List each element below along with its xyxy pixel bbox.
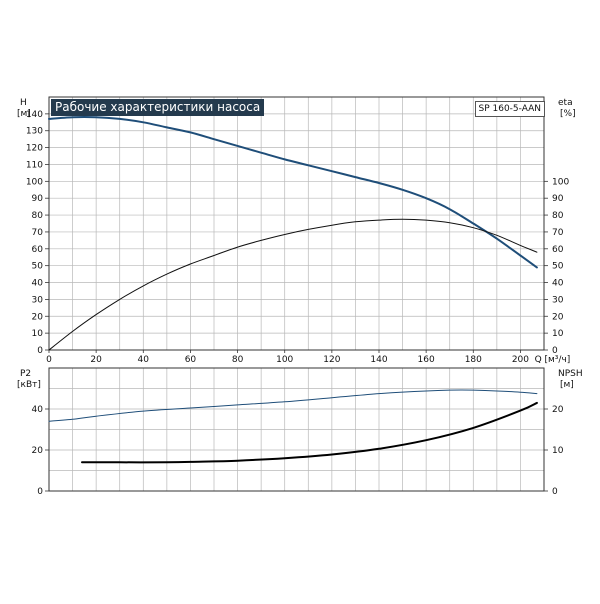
- right-tick-label: 10: [552, 446, 564, 456]
- right-tick-label: 0: [552, 487, 558, 497]
- left-tick-label: 140: [26, 110, 43, 120]
- right-tick-label: 70: [552, 228, 564, 238]
- right-axis-unit: [м]: [560, 380, 574, 390]
- x-tick-label: 180: [465, 355, 482, 365]
- right-tick-label: 10: [552, 329, 564, 339]
- right-tick-label: 60: [552, 245, 564, 255]
- right-axis-label: NPSH: [558, 369, 583, 379]
- x-tick-label: 20: [90, 355, 102, 365]
- series-line-panel2-2: [81, 401, 538, 464]
- chart-title: Рабочие характеристики насоса: [51, 99, 265, 116]
- series-line-panel2-1: [48, 389, 538, 422]
- left-tick-label: 110: [26, 160, 43, 170]
- left-tick-label: 90: [32, 194, 44, 204]
- left-tick-label: 80: [32, 211, 44, 221]
- left-tick-label: 100: [26, 177, 43, 187]
- left-axis-label: P2: [20, 369, 31, 379]
- right-tick-label: 30: [552, 295, 564, 305]
- series-line-panel1-1: [48, 116, 538, 269]
- right-tick-label: 90: [552, 194, 564, 204]
- plot-frame-1: [48, 96, 545, 351]
- left-axis-unit: [кВт]: [17, 380, 41, 390]
- left-tick-label: 130: [26, 127, 43, 137]
- right-tick-label: 50: [552, 262, 564, 272]
- right-axis-label: eta: [558, 98, 573, 108]
- left-tick-label: 40: [32, 405, 44, 415]
- model-label: SP 160-5-AAN: [474, 101, 545, 117]
- left-tick-label: 0: [37, 346, 43, 356]
- right-axis-unit: [%]: [560, 109, 576, 119]
- left-tick-label: 20: [32, 446, 44, 456]
- x-tick-label: 100: [276, 355, 293, 365]
- x-tick-label: 80: [232, 355, 244, 365]
- right-tick-label: 100: [552, 177, 569, 187]
- x-tick-label: 200: [512, 355, 529, 365]
- left-axis-label: H: [20, 98, 27, 108]
- x-tick-label: 0: [46, 355, 52, 365]
- x-tick-label: 120: [323, 355, 340, 365]
- x-tick-label: 60: [185, 355, 197, 365]
- x-tick-label: 40: [138, 355, 150, 365]
- left-tick-label: 10: [32, 329, 44, 339]
- left-axis-unit: [м]: [17, 109, 31, 119]
- left-tick-label: 120: [26, 144, 43, 154]
- right-tick-label: 0: [552, 346, 558, 356]
- left-tick-label: 0: [37, 487, 43, 497]
- left-tick-label: 30: [32, 295, 44, 305]
- right-tick-label: 40: [552, 279, 564, 289]
- x-tick-label: 140: [370, 355, 387, 365]
- series-line-panel1-2: [48, 218, 538, 351]
- plot-frame-2: [48, 367, 545, 492]
- x-axis-label: Q [м³/ч]: [535, 355, 571, 365]
- left-tick-label: 20: [32, 312, 44, 322]
- right-tick-label: 80: [552, 211, 564, 221]
- left-tick-label: 70: [32, 228, 44, 238]
- plot-area-1: [49, 97, 544, 350]
- left-tick-label: 40: [32, 279, 44, 289]
- right-tick-label: 20: [552, 312, 564, 322]
- right-tick-label: 20: [552, 405, 564, 415]
- left-tick-label: 60: [32, 245, 44, 255]
- left-tick-label: 50: [32, 262, 44, 272]
- x-tick-label: 160: [418, 355, 435, 365]
